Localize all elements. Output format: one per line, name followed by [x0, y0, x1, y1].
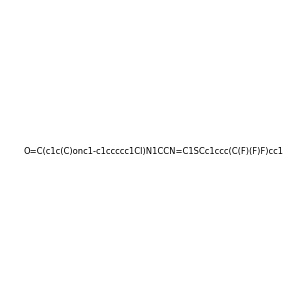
Text: O=C(c1c(C)onc1-c1ccccc1Cl)N1CCN=C1SCc1ccc(C(F)(F)F)cc1: O=C(c1c(C)onc1-c1ccccc1Cl)N1CCN=C1SCc1cc…: [24, 147, 284, 156]
